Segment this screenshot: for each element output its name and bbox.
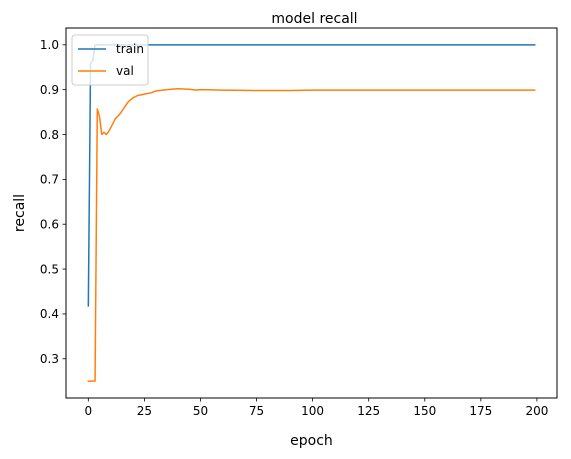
x-tick-label: 75 xyxy=(249,404,264,418)
legend: train val xyxy=(71,34,149,86)
x-axis-ticks: 0 25 50 75 100 125 150 175 200 xyxy=(84,398,548,418)
y-tick-label: 0.4 xyxy=(40,307,59,321)
x-axis-label: epoch xyxy=(290,433,333,449)
y-axis-label: recall xyxy=(12,194,28,232)
y-tick-label: 0.5 xyxy=(40,262,59,276)
x-tick-label: 0 xyxy=(84,404,92,418)
x-tick-label: 25 xyxy=(137,404,152,418)
y-axis-ticks: 0.3 0.4 0.5 0.6 0.7 0.8 0.9 1.0 xyxy=(40,38,66,366)
y-tick-label: 1.0 xyxy=(40,38,59,52)
x-tick-label: 50 xyxy=(193,404,208,418)
legend-label-train: train xyxy=(116,42,144,56)
y-tick-label: 0.8 xyxy=(40,128,59,142)
series-line-val xyxy=(87,88,536,382)
chart-title: model recall xyxy=(271,11,357,27)
x-tick-label: 200 xyxy=(525,404,548,418)
x-tick-label: 100 xyxy=(301,404,324,418)
y-tick-label: 0.3 xyxy=(40,352,59,366)
x-tick-label: 150 xyxy=(413,404,436,418)
x-tick-label: 175 xyxy=(469,404,492,418)
legend-box xyxy=(71,34,149,86)
legend-label-val: val xyxy=(116,64,134,78)
axes-frame xyxy=(65,27,558,399)
x-tick-label: 125 xyxy=(357,404,380,418)
y-tick-label: 0.6 xyxy=(40,218,59,232)
y-tick-label: 0.7 xyxy=(40,173,59,187)
y-tick-label: 0.9 xyxy=(40,83,59,97)
